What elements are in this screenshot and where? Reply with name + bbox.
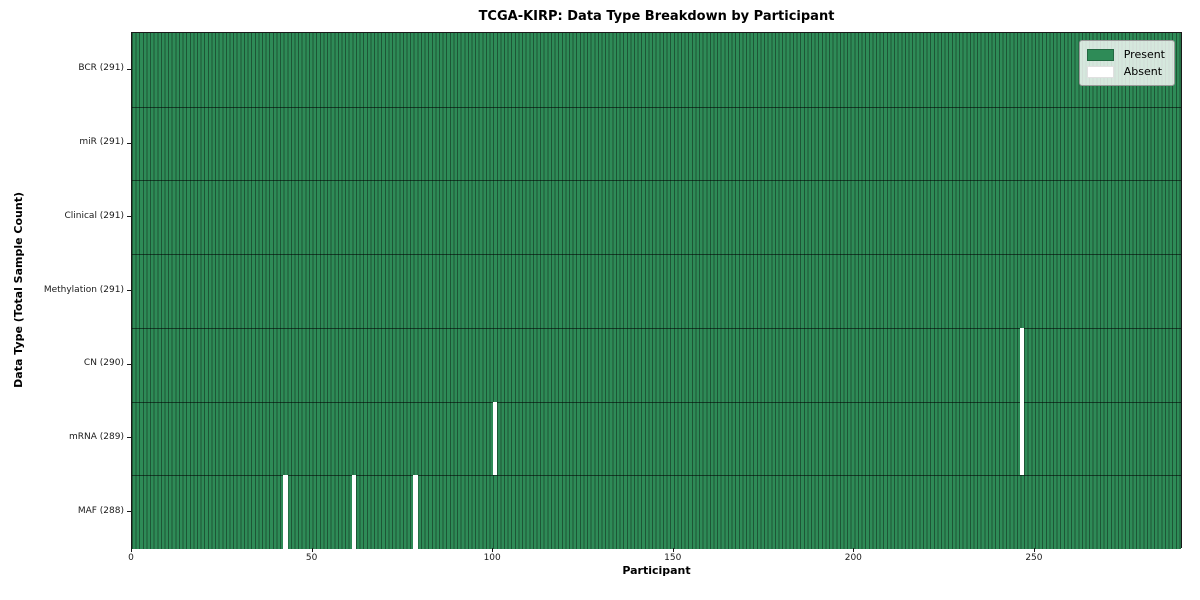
y-tick-mark (127, 437, 131, 439)
absent-cell (1020, 401, 1025, 476)
x-tick-label: 200 (844, 553, 862, 563)
heatmap-plot-area: Present Absent (131, 32, 1182, 549)
absent-cell (283, 475, 288, 549)
y-tick-label: Clinical (291) (64, 210, 124, 221)
y-tick-mark (127, 142, 131, 144)
y-tick-mark (127, 68, 131, 70)
legend-label-absent: Absent (1123, 65, 1163, 78)
legend-swatch-absent (1086, 65, 1114, 78)
x-tick-mark (672, 548, 674, 552)
x-tick-mark (131, 548, 132, 552)
x-tick-mark (1033, 548, 1035, 552)
legend-entry-absent: Absent (1086, 63, 1165, 80)
y-tick-label: MAF (288) (77, 505, 124, 516)
y-tick-mark (127, 511, 131, 513)
y-tick-label: BCR (291) (78, 63, 124, 74)
y-tick-mark (127, 290, 131, 291)
x-tick-label: 0 (128, 553, 134, 563)
absent-cell (492, 401, 498, 476)
legend-entry-present: Present (1086, 46, 1165, 63)
y-tick-label: CN (290) (83, 358, 124, 369)
heatmap-row-miR (132, 106, 1181, 181)
x-axis-label: Participant (622, 564, 691, 577)
x-tick-mark (853, 548, 855, 552)
y-tick-mark (127, 363, 131, 365)
y-tick-label: Methylation (291) (43, 284, 124, 295)
absent-cell (1020, 327, 1025, 402)
x-tick-label: 50 (305, 553, 318, 563)
heatmap-row-MAF (132, 475, 1181, 549)
x-tick-label: 100 (483, 553, 501, 563)
x-tick-mark (311, 548, 313, 552)
y-tick-label: mRNA (289) (69, 431, 124, 442)
absent-cell (352, 475, 357, 549)
absent-cell (413, 475, 418, 549)
y-tick-label: miR (291) (79, 137, 124, 148)
legend: Present Absent (1078, 40, 1175, 86)
heatmap-row-Clinical (132, 180, 1181, 255)
heatmap-row-mRNA (132, 401, 1181, 476)
heatmap-row-CN (132, 327, 1181, 402)
heatmap-row-Methylation (132, 254, 1181, 328)
legend-label-present: Present (1123, 48, 1165, 61)
x-tick-label: 150 (664, 553, 682, 563)
heatmap-row-BCR (132, 33, 1181, 107)
x-tick-label: 250 (1025, 553, 1043, 563)
legend-swatch-present (1086, 48, 1114, 61)
y-tick-mark (127, 216, 131, 218)
x-tick-mark (492, 548, 494, 552)
chart-title: TCGA-KIRP: Data Type Breakdown by Partic… (478, 9, 835, 24)
